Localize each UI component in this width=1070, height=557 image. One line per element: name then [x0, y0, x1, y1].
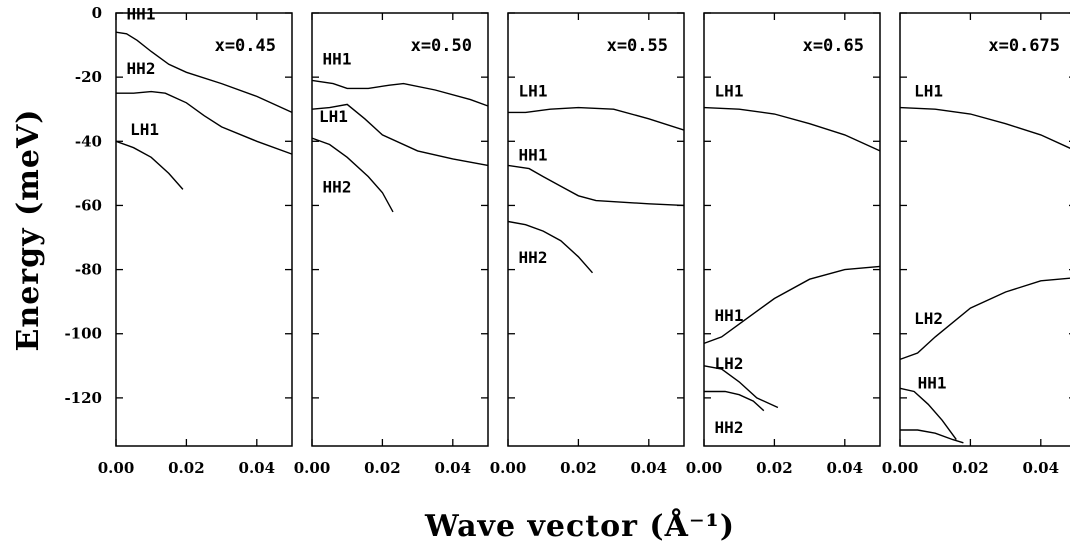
panel-frame	[703, 12, 881, 447]
series-label: LH2	[715, 354, 744, 373]
series-line	[703, 365, 779, 409]
x-tick-label: 0.04	[827, 459, 864, 477]
y-tick-label: -60	[75, 196, 102, 214]
panel-1: 0 -20 -40 -60 -80 -100 -120 0.00 0.02 0.04 x=0.45 H…	[64, 4, 293, 477]
panels: 0 -20 -40 -60 -80 -100 -120 0.00 0.02 0.04 x=0.45 H…	[64, 4, 1070, 477]
series-line	[507, 220, 594, 274]
series-label: HH1	[127, 4, 156, 23]
series-label: HH2	[519, 248, 548, 267]
series-line	[899, 277, 1070, 361]
x-tick-label: 0.00	[98, 459, 135, 477]
panel-frame	[115, 12, 293, 447]
x-tick-label: 0.00	[294, 459, 331, 477]
series-line	[704, 390, 765, 412]
series-label: HH1	[519, 146, 548, 165]
series-line	[115, 140, 184, 190]
series-label: LH1	[715, 81, 744, 100]
y-tick-label: -120	[64, 389, 102, 407]
series-line	[116, 90, 293, 155]
panel-title: x=0.45	[215, 36, 276, 56]
panel-4: 0.00 0.02 0.04 x=0.65 LH1 HH1 LH2 HH2	[686, 12, 881, 477]
x-tick-label: 0.00	[882, 459, 919, 477]
series-line	[703, 265, 881, 345]
series-label: HH2	[323, 178, 352, 197]
series-label: LH1	[519, 81, 548, 100]
y-tick-label: -100	[64, 325, 102, 343]
x-tick-label: 0.04	[631, 459, 668, 477]
panel-title: x=0.675	[988, 36, 1060, 56]
series-label: HH1	[323, 49, 352, 68]
series-label: LH1	[319, 107, 348, 126]
panel-2: 0.00 0.02 0.04 x=0.50 HH1 LH1 HH2	[294, 12, 489, 477]
series-label: HH2	[715, 418, 744, 437]
series-line	[311, 79, 489, 107]
x-tick-label: 0.02	[560, 459, 597, 477]
x-tick-label: 0.00	[490, 459, 527, 477]
series-line	[703, 106, 881, 152]
series-label: LH1	[914, 81, 943, 100]
panel-title: x=0.50	[411, 36, 472, 56]
x-tick-label: 0.02	[168, 459, 205, 477]
series-label: LH2	[914, 309, 943, 328]
series-line	[508, 106, 685, 131]
x-tick-label: 0.04	[1023, 459, 1060, 477]
series-line	[899, 106, 1070, 149]
y-tick-label: -40	[75, 132, 102, 150]
panel-frame	[899, 12, 1070, 447]
x-tick-label: 0.04	[239, 459, 276, 477]
x-axis-title: Wave vector (Å⁻¹)	[424, 508, 735, 544]
panel-title: x=0.65	[803, 36, 864, 56]
series-label: LH1	[130, 120, 159, 139]
series-line	[900, 429, 964, 444]
y-tick-label: -80	[75, 261, 102, 279]
x-tick-label: 0.04	[435, 459, 472, 477]
x-tick-label: 0.00	[686, 459, 723, 477]
y-tick-label: -20	[75, 68, 102, 86]
y-tick-label: 0	[92, 4, 102, 22]
x-tick-label: 0.02	[952, 459, 989, 477]
series-line	[507, 164, 685, 207]
x-tick-label: 0.02	[756, 459, 793, 477]
series-label: HH1	[918, 373, 947, 392]
series-line	[899, 387, 957, 441]
y-axis-title: Energy (meV)	[11, 109, 46, 352]
series-line	[311, 103, 489, 167]
series-line	[311, 137, 394, 213]
series-line	[115, 31, 293, 114]
panel-title: x=0.55	[607, 36, 668, 56]
panel-5: 0.00 0.02 0.04 x=0.675 LH1 LH2 HH1	[882, 12, 1070, 477]
panel-frame	[507, 12, 685, 447]
panel-3: 0.00 0.02 0.04 x=0.55 LH1 HH1 HH2	[490, 12, 685, 477]
panel-frame	[311, 12, 489, 447]
series-label: HH1	[715, 306, 744, 325]
series-label: HH2	[127, 59, 156, 78]
x-tick-label: 0.02	[364, 459, 401, 477]
